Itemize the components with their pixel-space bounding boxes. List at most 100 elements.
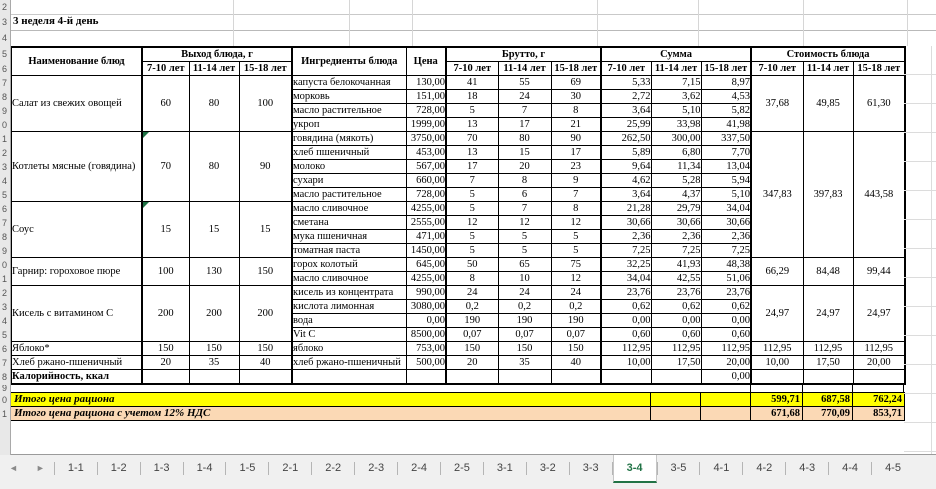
empty-cell[interactable] [650, 392, 701, 407]
total-value-cell[interactable]: 762,24 [852, 392, 905, 407]
age-header[interactable]: 11-14 лет [188, 61, 240, 76]
ingredient-cell[interactable]: яблоко [291, 341, 407, 356]
sum-value-cell[interactable]: 2,36 [650, 229, 702, 244]
row-number[interactable]: 1 [1, 133, 7, 144]
sum-value-cell[interactable]: 5,82 [700, 103, 752, 118]
gross-value-cell[interactable]: 55 [497, 75, 552, 90]
row-number[interactable]: 5 [1, 189, 7, 200]
dish-name-cell[interactable]: Калорийность, ккал [10, 369, 143, 385]
sheet-tab-1-2[interactable]: 1-2 [110, 462, 127, 474]
ingredient-cell[interactable]: томатная паста [291, 243, 407, 258]
gross-value-cell[interactable]: 18 [445, 89, 499, 104]
ingredient-cell[interactable]: хлеб пшеничный [291, 145, 407, 160]
age-header[interactable]: 15-18 лет [550, 61, 602, 76]
sum-value-cell[interactable]: 41,93 [650, 257, 702, 272]
output-value-cell[interactable]: 15 [141, 201, 190, 258]
sheet-tab-2-2[interactable]: 2-2 [325, 462, 342, 474]
output-value-cell[interactable]: 40 [238, 355, 293, 370]
dish-name-cell[interactable]: Котлеты мясные (говядина) [10, 131, 143, 202]
sum-value-cell[interactable]: 13,04 [700, 159, 752, 174]
col-header-price[interactable]: Цена [405, 46, 447, 76]
sum-value-cell[interactable]: 3,64 [600, 187, 652, 202]
price-cell[interactable]: 0,00 [405, 313, 447, 328]
gross-value-cell[interactable] [550, 369, 602, 385]
gross-value-cell[interactable]: 190 [550, 313, 602, 328]
sheet-tab-4-4[interactable]: 4-4 [842, 462, 859, 474]
gross-value-cell[interactable]: 17 [497, 117, 552, 132]
price-cell[interactable]: 151,00 [405, 89, 447, 104]
empty-cell[interactable] [650, 406, 701, 421]
sum-value-cell[interactable]: 7,25 [700, 243, 752, 258]
sum-value-cell[interactable]: 5,10 [650, 103, 702, 118]
sheet-tab-4-2[interactable]: 4-2 [756, 462, 773, 474]
sum-value-cell[interactable]: 0,62 [650, 299, 702, 314]
cost-value-cell[interactable]: 17,50 [802, 355, 854, 370]
ingredient-cell[interactable]: кислота лимонная [291, 299, 407, 314]
gross-value-cell[interactable]: 24 [497, 285, 552, 300]
gross-value-cell[interactable]: 0,07 [550, 327, 602, 342]
spacer-cost-cell[interactable] [852, 385, 904, 392]
sum-value-cell[interactable]: 20,00 [700, 355, 752, 370]
age-header[interactable]: 11-14 лет [497, 61, 552, 76]
output-value-cell[interactable]: 150 [238, 257, 293, 286]
age-header[interactable]: 7-10 лет [600, 61, 652, 76]
cost-value-cell[interactable]: 112,95 [802, 341, 854, 356]
row-number[interactable]: 7 [1, 77, 7, 88]
sum-value-cell[interactable]: 5,10 [700, 187, 752, 202]
gross-value-cell[interactable]: 5 [497, 243, 552, 258]
sum-value-cell[interactable]: 4,62 [600, 173, 652, 188]
age-header[interactable]: 7-10 лет [445, 61, 499, 76]
age-header[interactable]: 11-14 лет [802, 61, 854, 76]
sum-value-cell[interactable]: 21,28 [600, 201, 652, 216]
gross-value-cell[interactable]: 5 [497, 229, 552, 244]
sum-value-cell[interactable]: 0,60 [600, 327, 652, 342]
row-number[interactable]: 7 [1, 217, 7, 228]
row-number[interactable]: 9 [1, 385, 7, 392]
col-header-cost[interactable]: Стоимость блюда [750, 46, 906, 62]
gross-value-cell[interactable]: 70 [445, 131, 499, 146]
ingredient-cell[interactable]: сметана [291, 215, 407, 230]
spacer-cost-cell[interactable] [802, 385, 852, 392]
sum-value-cell[interactable]: 5,89 [600, 145, 652, 160]
sum-value-cell[interactable]: 2,72 [600, 89, 652, 104]
output-value-cell[interactable]: 150 [141, 341, 190, 356]
sum-value-cell[interactable]: 34,04 [600, 271, 652, 286]
sum-value-cell[interactable]: 48,38 [700, 257, 752, 272]
sheet-tab-3-1[interactable]: 3-1 [496, 462, 513, 474]
output-value-cell[interactable] [238, 369, 293, 385]
price-cell[interactable]: 4255,00 [405, 201, 447, 216]
output-value-cell[interactable]: 150 [188, 341, 240, 356]
sum-value-cell[interactable]: 29,79 [650, 201, 702, 216]
price-cell[interactable]: 3080,00 [405, 299, 447, 314]
ingredient-cell[interactable]: кисель из концентрата [291, 285, 407, 300]
gross-value-cell[interactable]: 20 [445, 355, 499, 370]
dish-name-cell[interactable]: Гарнир: гороховое пюре [10, 257, 143, 286]
total-value-cell[interactable]: 599,71 [750, 392, 803, 407]
cost-value-cell[interactable]: 61,30 [852, 75, 906, 132]
empty-cell[interactable] [700, 406, 751, 421]
ingredient-cell[interactable]: укроп [291, 117, 407, 132]
gross-value-cell[interactable]: 40 [550, 355, 602, 370]
price-cell[interactable]: 990,00 [405, 285, 447, 300]
ingredient-cell[interactable]: мука пшеничная [291, 229, 407, 244]
gross-value-cell[interactable]: 13 [445, 145, 499, 160]
gross-value-cell[interactable]: 7 [550, 187, 602, 202]
gross-value-cell[interactable]: 150 [497, 341, 552, 356]
gross-value-cell[interactable]: 190 [445, 313, 499, 328]
cost-value-cell[interactable]: 24,97 [750, 285, 804, 342]
row-number[interactable]: 7 [1, 357, 7, 368]
sum-value-cell[interactable]: 41,98 [700, 117, 752, 132]
price-cell[interactable]: 130,00 [405, 75, 447, 90]
row-number[interactable]: 5 [1, 49, 7, 59]
price-cell[interactable]: 471,00 [405, 229, 447, 244]
price-cell[interactable]: 2555,00 [405, 215, 447, 230]
gross-value-cell[interactable]: 5 [445, 103, 499, 118]
sum-value-cell[interactable]: 112,95 [650, 341, 702, 356]
gross-value-cell[interactable]: 5 [445, 243, 499, 258]
output-value-cell[interactable]: 200 [188, 285, 240, 342]
cost-value-cell[interactable]: 397,83 [802, 131, 854, 258]
sum-value-cell[interactable]: 17,50 [650, 355, 702, 370]
sum-value-cell[interactable]: 42,55 [650, 271, 702, 286]
gross-value-cell[interactable]: 75 [550, 257, 602, 272]
sum-value-cell[interactable]: 5,28 [650, 173, 702, 188]
